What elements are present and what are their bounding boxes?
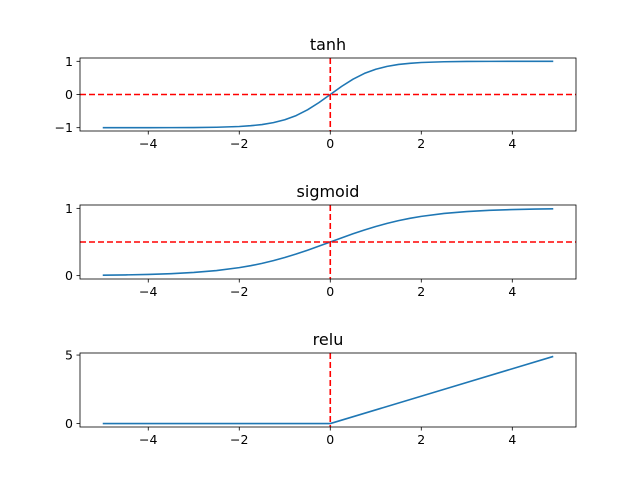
x-tick-label: −4 <box>139 284 157 299</box>
x-tick-label: −4 <box>139 432 157 447</box>
x-tick-label: −2 <box>230 432 248 447</box>
x-tick-label: −4 <box>139 136 157 151</box>
x-tick-label: 4 <box>508 136 516 151</box>
series-line-relu <box>102 355 554 425</box>
y-tick-label: 0 <box>65 87 73 102</box>
subplot-title: relu <box>313 330 344 349</box>
subplot-relu: relu −4 −2 0 2 4 0 5 <box>65 330 577 447</box>
x-tick-label: −2 <box>230 136 248 151</box>
x-tick-label: 0 <box>326 432 334 447</box>
y-tick-label: 1 <box>65 201 73 216</box>
y-tick-label: −1 <box>55 120 73 135</box>
subplot-sigmoid: sigmoid −4 −2 0 2 4 0 1 <box>65 182 577 299</box>
axes-frame <box>79 204 577 280</box>
x-tick-label: 2 <box>417 432 425 447</box>
y-tick-label: 1 <box>65 54 73 69</box>
y-tick-label: 5 <box>65 348 73 363</box>
axes-frame <box>79 352 577 428</box>
x-tick-label: 0 <box>326 136 334 151</box>
x-tick-label: 4 <box>508 284 516 299</box>
y-tick-label: 0 <box>65 268 73 283</box>
x-tick-label: 2 <box>417 284 425 299</box>
x-tick-label: 4 <box>508 432 516 447</box>
x-tick-label: 0 <box>326 284 334 299</box>
x-tick-label: −2 <box>230 284 248 299</box>
subplot-title: tanh <box>310 35 346 54</box>
y-tick-label: 0 <box>65 416 73 431</box>
subplot-tanh: tanh −4 −2 0 2 4 −1 0 1 <box>55 35 577 151</box>
subplot-title: sigmoid <box>297 182 360 201</box>
x-tick-label: 2 <box>417 136 425 151</box>
